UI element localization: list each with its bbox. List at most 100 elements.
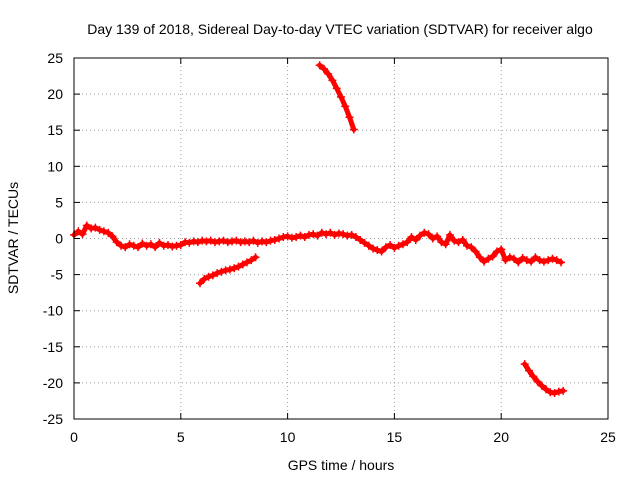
- data-point: [520, 360, 529, 369]
- data-point: [176, 240, 185, 249]
- data-point: [527, 257, 536, 266]
- data-point: [234, 262, 243, 271]
- data-point: [251, 253, 260, 262]
- sdtvar-arc-mid: [196, 253, 260, 288]
- x-tick-label: 20: [493, 429, 509, 445]
- data-point: [492, 247, 501, 256]
- data-point: [283, 232, 292, 241]
- data-point: [146, 240, 155, 249]
- data-point: [475, 253, 484, 262]
- data-point: [270, 235, 279, 244]
- data-point: [381, 243, 390, 252]
- data-point: [341, 102, 350, 111]
- data-point: [467, 243, 476, 252]
- x-tick-label: 10: [280, 429, 296, 445]
- data-point: [253, 238, 262, 247]
- data-point: [488, 252, 497, 261]
- data-point: [531, 253, 540, 262]
- data-point: [424, 230, 433, 239]
- y-tick-label: -10: [43, 303, 63, 319]
- data-point: [200, 274, 209, 283]
- data-point: [398, 240, 407, 249]
- data-point: [108, 232, 117, 241]
- data-point: [471, 247, 480, 256]
- y-tick-label: 20: [47, 86, 63, 102]
- y-tick-label: 5: [55, 194, 63, 210]
- data-point: [535, 256, 544, 265]
- data-point: [332, 84, 341, 93]
- data-point: [193, 238, 202, 247]
- data-point: [322, 230, 331, 239]
- data-point: [539, 257, 548, 266]
- data-point: [557, 258, 566, 267]
- x-tick-label: 5: [177, 429, 185, 445]
- data-point: [377, 247, 386, 256]
- data-point: [386, 240, 395, 249]
- data-point: [315, 61, 324, 70]
- data-point: [505, 253, 514, 262]
- data-point: [524, 366, 533, 375]
- data-point: [337, 92, 345, 101]
- data-point: [450, 236, 459, 245]
- data-point: [420, 228, 429, 237]
- chart-title: Day 139 of 2018, Sidereal Day-to-day VTE…: [87, 21, 593, 37]
- y-tick-label: -15: [43, 339, 63, 355]
- data-point: [328, 76, 337, 85]
- data-point: [351, 233, 360, 242]
- data-point: [232, 236, 241, 245]
- data-point: [445, 230, 454, 239]
- data-point: [369, 244, 378, 253]
- data-point: [204, 272, 213, 281]
- x-tick-label: 15: [387, 429, 403, 445]
- data-point: [349, 125, 358, 134]
- data-point: [313, 231, 322, 240]
- data-point: [518, 253, 527, 262]
- data-point: [416, 231, 425, 240]
- data-point: [134, 243, 143, 252]
- data-point: [550, 389, 559, 398]
- data-point: [339, 230, 348, 239]
- data-point: [330, 230, 339, 239]
- sdtvar-arc-top: [315, 61, 358, 134]
- data-point: [230, 264, 239, 273]
- grid-lines: [74, 58, 608, 419]
- data-point: [403, 238, 412, 247]
- sdtvar-main: [70, 221, 566, 267]
- data-point: [74, 227, 83, 236]
- data-point: [163, 240, 172, 249]
- data-point: [364, 241, 373, 250]
- data-point: [151, 243, 160, 252]
- y-tick-label: 25: [47, 50, 63, 66]
- data-point: [480, 257, 489, 266]
- data-point: [309, 230, 318, 239]
- data-point: [185, 238, 194, 247]
- data-point: [129, 241, 138, 250]
- data-point: [544, 256, 553, 265]
- data-point: [196, 279, 205, 288]
- data-point: [441, 240, 450, 249]
- y-tick-label: -25: [43, 411, 63, 427]
- data-point: [394, 241, 403, 250]
- data-point: [99, 227, 108, 236]
- data-point: [433, 232, 442, 241]
- data-point: [514, 258, 523, 267]
- data-point: [390, 243, 399, 252]
- data-point: [292, 233, 301, 242]
- data-point: [347, 230, 356, 239]
- data-point: [356, 235, 365, 244]
- data-point: [217, 267, 226, 276]
- data-point: [112, 238, 121, 247]
- data-point: [326, 228, 335, 237]
- data-point: [243, 258, 252, 267]
- series-band: [317, 62, 357, 132]
- data-point: [238, 260, 247, 269]
- data-point: [121, 243, 130, 252]
- data-point: [497, 245, 506, 254]
- data-point: [522, 256, 531, 265]
- data-point: [219, 236, 228, 245]
- data-point: [484, 254, 493, 263]
- data-point: [542, 385, 551, 394]
- data-point: [104, 228, 113, 237]
- data-point: [247, 256, 256, 265]
